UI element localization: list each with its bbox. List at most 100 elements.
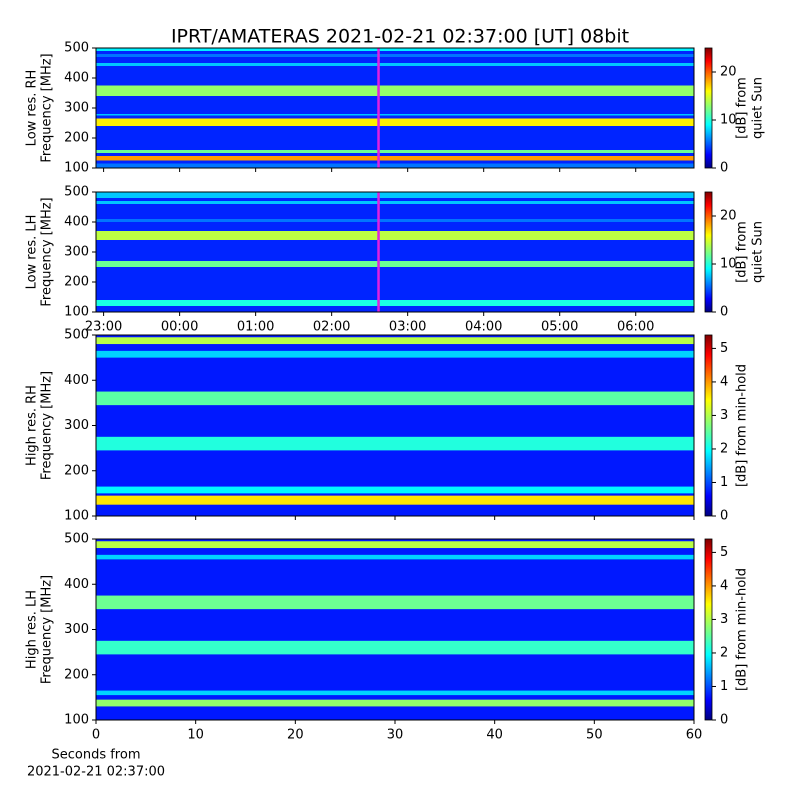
- x-tick-label: 10: [187, 728, 204, 743]
- y-tick-label: 500: [64, 185, 89, 200]
- y-tick-label: 400: [64, 215, 89, 230]
- colorbar-tick-label: 0: [720, 305, 728, 320]
- colorbar-tick-label: 3: [720, 408, 728, 423]
- colorbar-tick-label: 0: [720, 161, 728, 176]
- heatmap-background: [96, 192, 694, 312]
- y-tick-label: 500: [64, 41, 89, 56]
- x-axis-label: Seconds from: [51, 748, 140, 763]
- heatmap-band: [96, 192, 694, 198]
- heatmap-band: [96, 163, 694, 168]
- y-tick-label: 100: [64, 509, 89, 524]
- y-axis-label: Frequency [MHz]: [40, 53, 55, 162]
- chart-title: IPRT/AMATERAS 2021-02-21 02:37:00 [UT] 0…: [171, 26, 629, 48]
- colorbar-tick-label: 4: [720, 374, 728, 389]
- heatmap-band: [96, 156, 694, 161]
- heatmap-band: [96, 541, 694, 549]
- y-tick-label: 200: [64, 275, 89, 290]
- heatmap-band: [96, 690, 694, 696]
- colorbar: [704, 538, 713, 721]
- colorbar: [704, 334, 713, 517]
- x-tick-label: 04:00: [465, 320, 502, 335]
- colorbar-tick-label: 3: [720, 612, 728, 627]
- heatmap-band: [96, 699, 694, 707]
- y-tick-label: 300: [64, 622, 89, 637]
- colorbar-label: [dB] from min-hold: [735, 568, 750, 691]
- heatmap-band: [96, 231, 694, 240]
- y-tick-label: 200: [64, 463, 89, 478]
- x-tick-label: 02:00: [313, 320, 350, 335]
- colorbar-tick-label: 5: [720, 545, 728, 560]
- y-axis-label: Low res. RH: [25, 70, 40, 147]
- heatmap-band: [96, 486, 694, 494]
- x-tick-label: 0: [92, 728, 100, 743]
- y-tick-label: 100: [64, 161, 89, 176]
- y-tick-label: 500: [64, 328, 89, 343]
- x-tick-label: 20: [287, 728, 304, 743]
- colorbar-tick-label: 4: [720, 578, 728, 593]
- heatmap-band: [96, 495, 694, 505]
- heatmap-band: [96, 640, 694, 655]
- heatmap-band: [96, 85, 694, 96]
- y-tick-label: 500: [64, 532, 89, 547]
- heatmap-band: [96, 118, 694, 126]
- heatmap-band: [96, 261, 694, 267]
- heatmap-band: [96, 63, 694, 66]
- colorbar-label: quiet Sun: [751, 221, 766, 283]
- heatmap-band: [96, 201, 694, 204]
- colorbar-tick-label: 5: [720, 341, 728, 356]
- x-tick-label: 60: [686, 728, 703, 743]
- colorbar-tick-label: 10: [720, 257, 737, 272]
- x-tick-label: 05:00: [541, 320, 578, 335]
- colorbar-tick-label: 0: [720, 713, 728, 728]
- y-axis-label: High res. LH: [25, 590, 40, 669]
- heatmap-band: [96, 350, 694, 358]
- colorbar: [704, 191, 713, 313]
- heatmap-band: [96, 48, 694, 51]
- x-tick-label: 30: [387, 728, 404, 743]
- x-axis-label: 2021-02-21 02:37:00: [27, 765, 165, 780]
- y-axis-label: Frequency [MHz]: [40, 575, 55, 684]
- colorbar-label: [dB] from: [735, 77, 750, 139]
- x-tick-label: 01:00: [237, 320, 274, 335]
- y-axis-label: Low res. LH: [25, 215, 40, 290]
- x-tick-label: 40: [486, 728, 503, 743]
- y-tick-label: 300: [64, 101, 89, 116]
- y-axis-label: Frequency [MHz]: [40, 197, 55, 306]
- y-tick-label: 400: [64, 71, 89, 86]
- x-tick-label: 06:00: [617, 320, 654, 335]
- colorbar-tick-label: 20: [720, 209, 737, 224]
- heatmap-band: [96, 150, 694, 153]
- y-tick-label: 100: [64, 305, 89, 320]
- colorbar-label: quiet Sun: [751, 77, 766, 139]
- colorbar-tick-label: 0: [720, 509, 728, 524]
- heatmap-background: [96, 48, 694, 168]
- heatmap-band: [96, 337, 694, 345]
- heatmap-background: [96, 335, 694, 516]
- y-axis-label: High res. RH: [25, 385, 40, 466]
- colorbar-label: [dB] from: [735, 221, 750, 283]
- heatmap-band: [96, 391, 694, 406]
- colorbar-tick-label: 20: [720, 65, 737, 80]
- heatmap-band: [96, 554, 694, 560]
- heatmap-band: [96, 595, 694, 610]
- colorbar-tick-label: 2: [720, 645, 728, 660]
- colorbar-tick-label: 1: [720, 475, 728, 490]
- y-tick-label: 200: [64, 667, 89, 682]
- heatmap-band: [96, 436, 694, 451]
- heatmap-band: [96, 300, 694, 306]
- heatmap-band: [96, 114, 694, 116]
- y-tick-label: 300: [64, 418, 89, 433]
- y-axis-label: Frequency [MHz]: [40, 371, 55, 480]
- heatmap-band: [96, 54, 694, 57]
- heatmap-band: [96, 219, 694, 222]
- x-tick-label: 03:00: [389, 320, 426, 335]
- colorbar-tick-label: 2: [720, 441, 728, 456]
- x-tick-label: 00:00: [161, 320, 198, 335]
- y-tick-label: 100: [64, 713, 89, 728]
- y-tick-label: 200: [64, 131, 89, 146]
- x-tick-label: 50: [586, 728, 603, 743]
- colorbar-tick-label: 1: [720, 679, 728, 694]
- x-tick-label: 23:00: [85, 320, 122, 335]
- colorbar-label: [dB] from min-hold: [735, 364, 750, 487]
